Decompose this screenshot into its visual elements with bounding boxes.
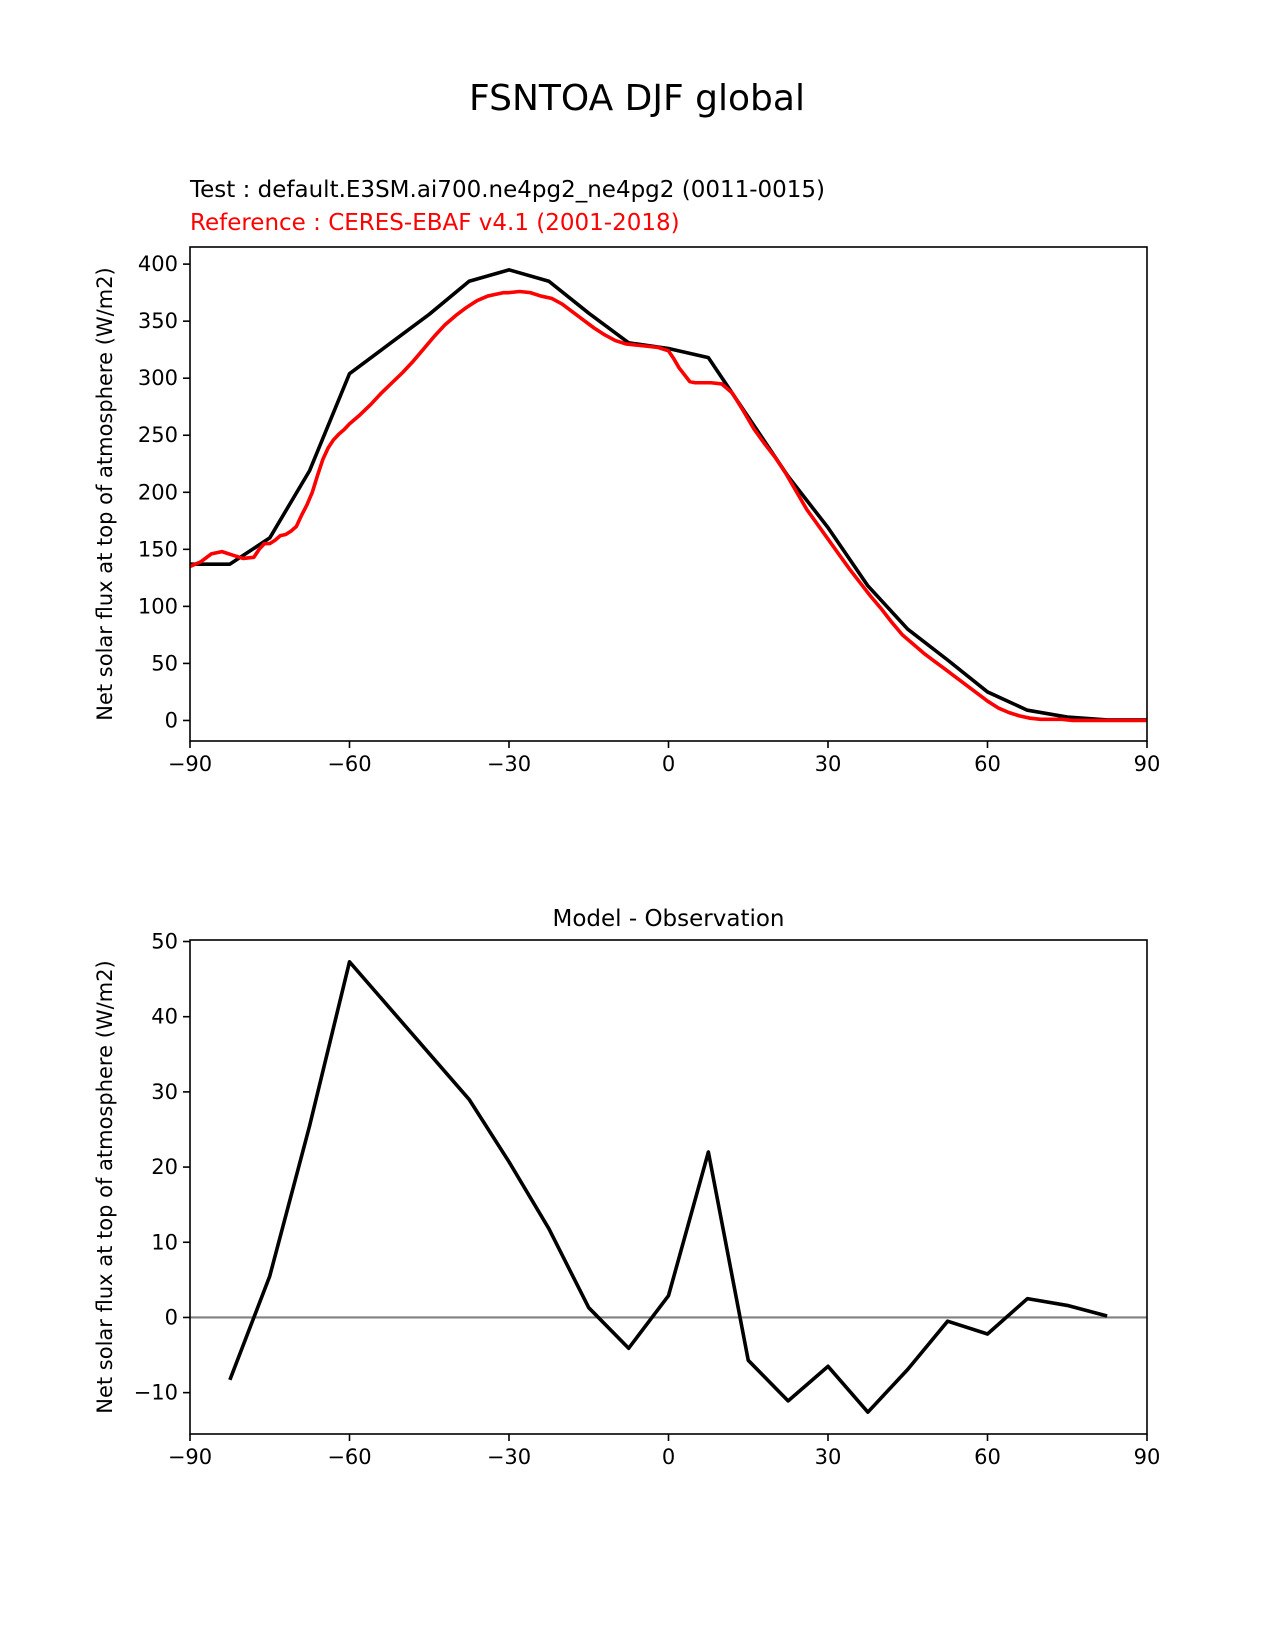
figure-title: FSNTOA DJF global [469,78,805,119]
bottom-y-axis-label: Net solar flux at top of atmosphere (W/m… [93,960,117,1413]
bottom-panel-chart: −90 −60 −30 0 30 60 90 −10 0 10 20 30 40 50 Net solar … [93,930,1160,1469]
test-label: Test : default.E3SM.ai700.ne4pg2_ne4pg2 … [189,177,825,203]
top-y-tick-label: 0 [165,708,178,732]
bottom-series-line-0 [228,960,1108,1414]
top-x-tick-label: 30 [815,752,842,776]
top-y-tick-label: 100 [138,594,178,618]
bottom-y-tick-label: −10 [134,1381,178,1405]
top-x-tick-label: −90 [168,752,212,776]
reference-label: Reference : CERES-EBAF v4.1 (2001-2018) [190,210,680,236]
top-y-axis-label: Net solar flux at top of atmosphere (W/m… [93,267,117,720]
top-y-tick-label: 200 [138,480,178,504]
bottom-axes-frame [189,939,1148,1435]
top-y-tick-label: 250 [138,423,178,447]
bottom-x-tick-label: −30 [487,1445,531,1469]
top-x-tick-label: −60 [327,752,371,776]
top-series-line-1 [189,289,1147,723]
top-x-tick-label: 0 [662,752,675,776]
top-x-tick-label: 90 [1134,752,1161,776]
top-y-tick-label: 350 [138,309,178,333]
top-y-tick-label: 400 [138,252,178,276]
top-series-line-0 [190,268,1147,722]
bottom-x-tick-label: −90 [168,1445,212,1469]
bottom-y-tick-label: 50 [151,930,178,954]
bottom-y-tick-label: 10 [151,1230,178,1254]
bottom-y-tick-label: 0 [165,1305,178,1329]
top-y-tick-label: 300 [138,366,178,390]
top-y-tick-label: 150 [138,537,178,561]
bottom-x-tick-label: 60 [974,1445,1001,1469]
bottom-panel-title: Model - Observation [552,906,784,932]
top-axes-frame [189,246,1148,742]
top-y-tick-label: 50 [151,651,178,675]
bottom-x-tick-label: 30 [815,1445,842,1469]
bottom-y-tick-label: 20 [151,1155,178,1179]
top-panel-chart: −90 −60 −30 0 30 60 90 0 50 100 150 200 250 300 350 400… [93,246,1161,776]
bottom-y-tick-label: 40 [151,1005,178,1029]
bottom-x-tick-label: 90 [1134,1445,1161,1469]
bottom-x-tick-label: 0 [662,1445,675,1469]
bottom-y-tick-label: 30 [151,1080,178,1104]
top-x-tick-label: −30 [487,752,531,776]
bottom-x-tick-label: −60 [327,1445,371,1469]
top-x-tick-label: 60 [974,752,1001,776]
